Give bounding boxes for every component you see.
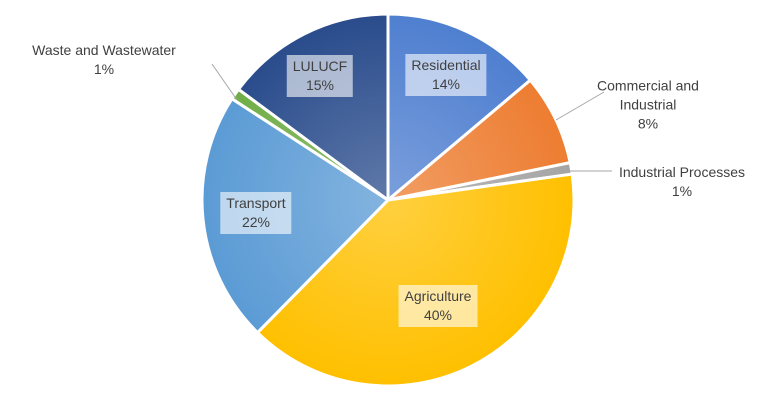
category-label: Residential [411,57,481,73]
slice-label: Waste and Wastewater 1% [32,41,176,79]
slice-label: Transport 22% [220,192,292,234]
category-label: Agriculture [404,288,472,304]
slice-label: Commercial and Industrial 8% [588,77,708,134]
value-label: 22% [241,214,271,230]
value-label: 1% [93,61,115,77]
category-label: Waste and Wastewater [32,42,176,58]
leader-line [555,91,605,121]
slice-label: Residential 14% [405,54,487,96]
slice-label: Agriculture 40% [398,285,478,327]
category-label: Transport [226,195,286,211]
category-label: Commercial and Industrial [597,77,699,113]
value-label: 8% [637,115,659,132]
leader-line [211,63,238,101]
value-label: 1% [671,183,693,199]
category-label: Industrial Processes [618,164,746,180]
value-label: 15% [305,77,335,93]
value-label: 14% [431,76,461,92]
slice-label: Industrial Processes 1% [619,163,745,201]
value-label: 40% [423,307,453,323]
slice-label: LULUCF 15% [286,55,354,97]
category-label: LULUCF [292,58,348,74]
